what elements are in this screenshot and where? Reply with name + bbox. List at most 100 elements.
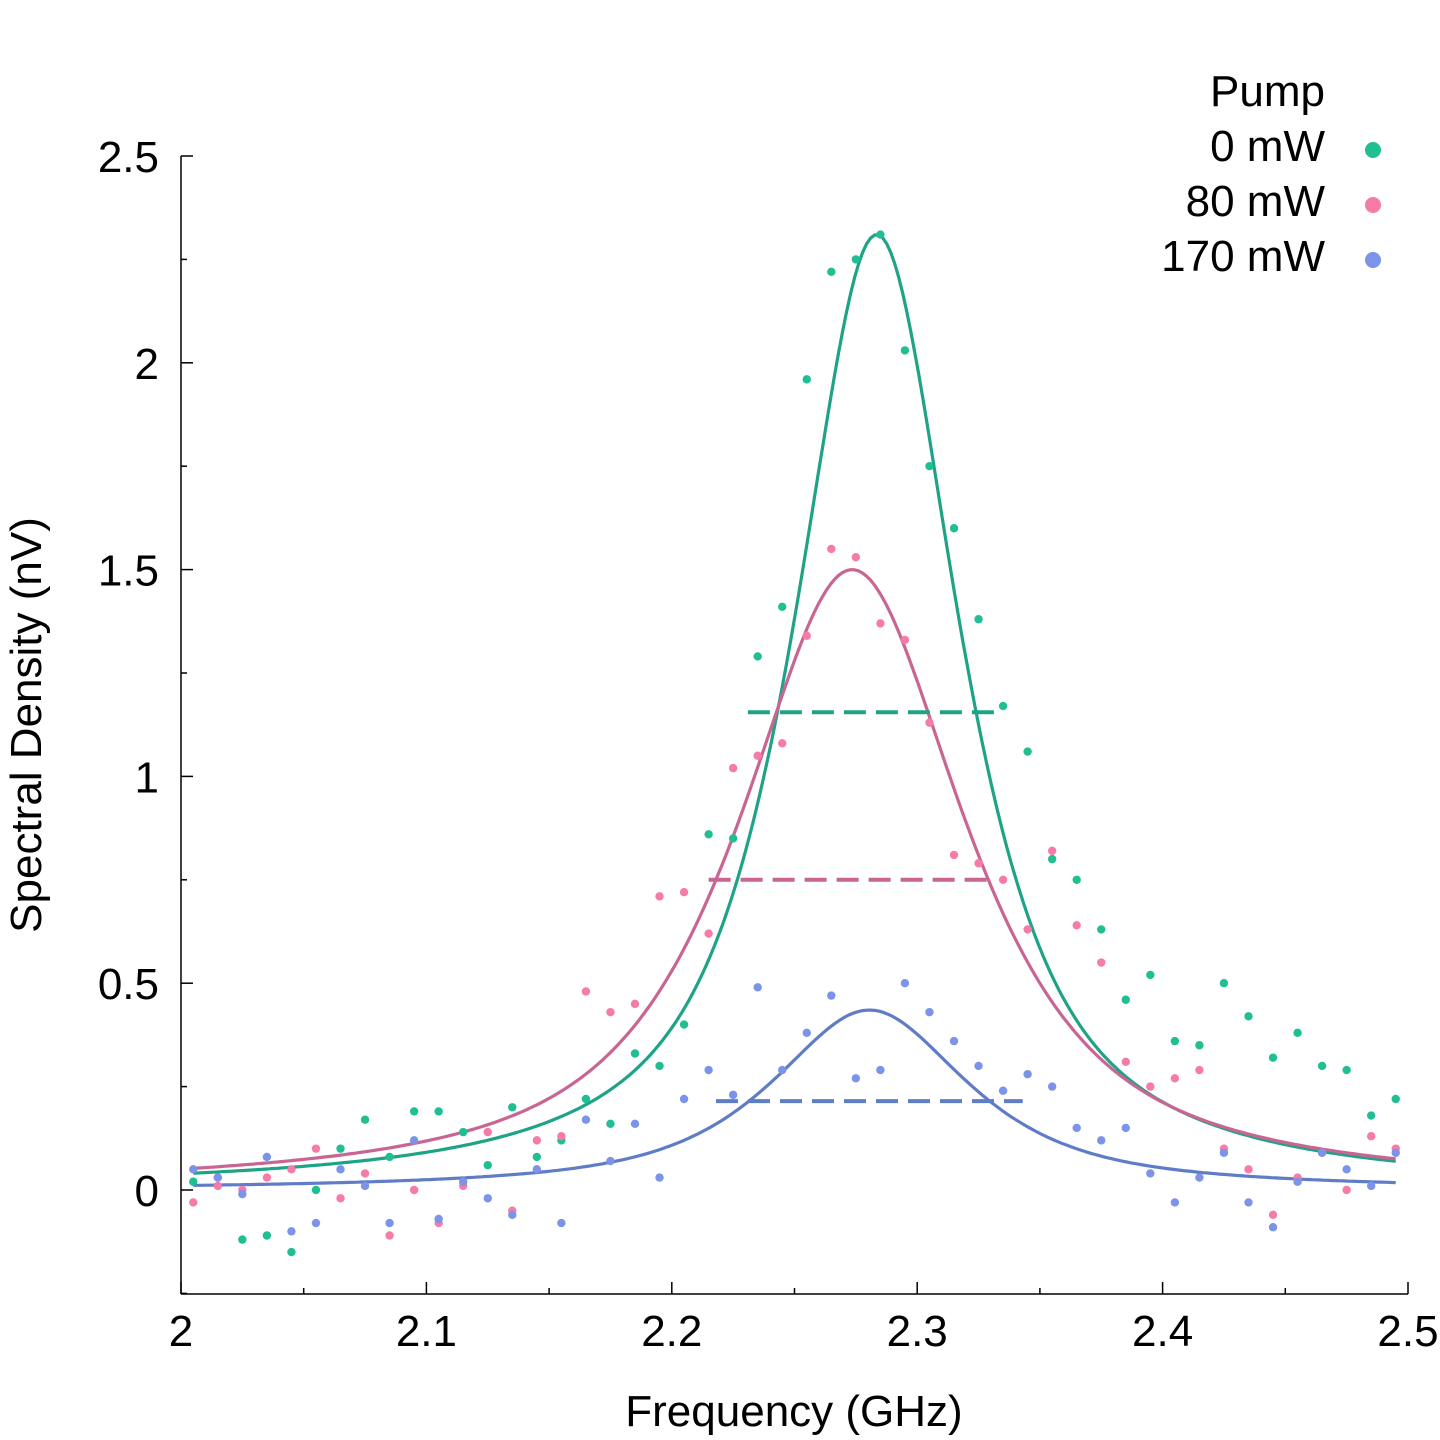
data-point-2 [998, 875, 1008, 884]
fit-curve-3 [193, 1008, 1396, 1187]
data-point-1 [1366, 1111, 1376, 1120]
data-point-2 [827, 544, 836, 554]
y-tick-label: 1.5 [98, 547, 159, 596]
data-point-1 [287, 1247, 296, 1257]
data-point-1 [532, 1152, 542, 1162]
data-point-3 [459, 1177, 468, 1186]
data-point-2 [1195, 1065, 1204, 1075]
data-point-2 [1342, 1185, 1351, 1195]
data-point-3 [974, 1061, 983, 1071]
data-point-3 [1072, 1123, 1081, 1133]
data-point-1 [802, 375, 811, 384]
data-point-1 [311, 1185, 321, 1195]
x-axis-label: Frequency (GHz) [625, 1387, 962, 1436]
data-point-3 [336, 1165, 345, 1174]
data-point-3 [1391, 1148, 1400, 1157]
fit-curve-1 [193, 233, 1396, 1175]
data-point-1 [508, 1103, 517, 1112]
data-point-1 [851, 255, 861, 264]
data-point-2 [851, 552, 861, 562]
data-point-1 [1146, 970, 1155, 980]
y-tick-label: 0.5 [98, 960, 159, 1009]
data-point-1 [974, 615, 983, 624]
x-tick-label: 2 [169, 1307, 193, 1356]
data-point-1 [1170, 1036, 1180, 1046]
data-point-2 [1366, 1132, 1376, 1141]
x-tick-label: 2.1 [396, 1307, 457, 1356]
data-point-2 [1072, 921, 1081, 930]
data-point-2 [213, 1181, 223, 1191]
y-tick-label: 0 [135, 1167, 159, 1216]
legend-marker-2 [1365, 197, 1381, 213]
data-point-3 [949, 1036, 959, 1046]
data-point-2 [1047, 846, 1057, 856]
data-point-1 [434, 1107, 443, 1116]
data-point-3 [262, 1152, 272, 1162]
legend-title: Pump [1210, 67, 1325, 116]
data-point-1 [900, 346, 910, 355]
data-point-3 [704, 1065, 713, 1075]
data-point-1 [704, 830, 713, 839]
data-point-1 [1342, 1065, 1351, 1075]
data-point-2 [581, 987, 591, 996]
data-point-3 [827, 991, 836, 1000]
legend-marker-1 [1365, 142, 1381, 158]
data-point-1 [409, 1107, 419, 1116]
data-point-3 [1170, 1198, 1180, 1207]
data-point-1 [949, 524, 959, 533]
data-point-3 [1268, 1223, 1278, 1232]
data-point-2 [311, 1144, 321, 1153]
data-point-3 [1317, 1148, 1327, 1157]
data-point-1 [1293, 1028, 1302, 1038]
data-point-2 [336, 1194, 345, 1203]
data-point-1 [189, 1177, 198, 1186]
data-point-2 [1146, 1082, 1155, 1091]
data-point-3 [876, 1065, 885, 1075]
data-point-3 [851, 1074, 861, 1083]
data-point-1 [1244, 1012, 1253, 1021]
data-point-1 [679, 1020, 689, 1029]
data-point-2 [778, 739, 787, 748]
data-point-3 [532, 1165, 542, 1174]
data-point-2 [1268, 1210, 1278, 1220]
data-point-3 [1342, 1165, 1351, 1174]
data-point-2 [262, 1173, 272, 1182]
x-tick-label: 2.5 [1377, 1307, 1438, 1356]
data-point-3 [1195, 1173, 1204, 1182]
data-point-2 [900, 635, 910, 645]
legend-label-3: 170 mW [1161, 232, 1325, 281]
data-point-1 [655, 1061, 664, 1071]
data-point-1 [876, 230, 885, 239]
data-point-3 [1366, 1181, 1376, 1191]
data-point-1 [336, 1144, 345, 1153]
data-point-1 [753, 652, 762, 661]
data-point-3 [802, 1028, 811, 1038]
data-point-3 [998, 1086, 1008, 1095]
data-point-2 [1121, 1057, 1130, 1066]
data-point-1 [1023, 747, 1032, 756]
data-point-1 [1195, 1041, 1204, 1050]
data-point-2 [189, 1198, 198, 1207]
data-point-2 [655, 892, 664, 901]
data-point-1 [1047, 854, 1057, 864]
y-tick-label: 2 [135, 340, 159, 389]
data-point-3 [238, 1189, 247, 1199]
data-point-3 [655, 1173, 664, 1182]
data-point-2 [385, 1231, 394, 1240]
data-point-2 [606, 1007, 615, 1017]
y-ticks: 0 0.5 1 1.5 2 2.5 [98, 133, 193, 1295]
data-point-3 [213, 1173, 223, 1182]
y-tick-label: 2.5 [98, 133, 159, 182]
data-point-1 [1317, 1061, 1327, 1071]
data-point-3 [557, 1218, 566, 1228]
data-point-3 [900, 979, 910, 988]
data-point-2 [974, 859, 983, 868]
y-axis-label: Spectral Density (nV) [2, 517, 51, 933]
data-point-2 [679, 888, 689, 897]
data-point-3 [606, 1156, 615, 1166]
data-point-2 [360, 1169, 370, 1178]
data-point-2 [1097, 958, 1106, 967]
data-point-2 [704, 929, 713, 938]
y-tick-label: 1 [135, 753, 159, 802]
data-point-1 [998, 701, 1008, 711]
